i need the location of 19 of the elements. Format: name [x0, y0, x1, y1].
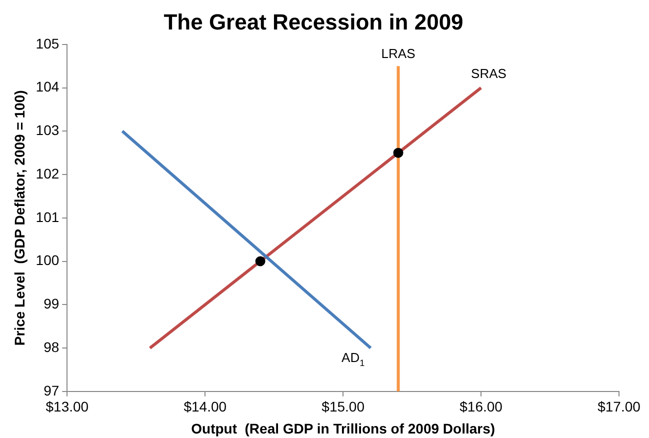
y-tick-label: 98	[44, 338, 60, 355]
x-tick-label: $14.00	[184, 398, 227, 415]
y-tick-label: 99	[44, 296, 60, 312]
chart-title: The Great Recession in 2009	[164, 9, 464, 34]
y-tick-label: 100	[36, 252, 60, 268]
series-label: SRAS	[471, 66, 507, 81]
x-tick-label: $13.00	[46, 398, 89, 415]
y-tick-label: 101	[36, 208, 60, 225]
x-axis-title: Output (Real GDP in Trillions of 2009 Dollars)	[191, 420, 496, 436]
x-tick-label: $15.00	[322, 398, 365, 415]
y-tick-label: 105	[36, 35, 60, 52]
x-tick-label: $17.00	[598, 398, 641, 415]
y-tick-label: 102	[36, 165, 60, 182]
series-label: LRAS	[381, 46, 416, 62]
y-tick-label: 104	[36, 78, 60, 95]
y-tick-label: 103	[36, 122, 60, 138]
y-tick-label: 97	[44, 382, 60, 398]
x-tick-label: $16.00	[460, 398, 503, 415]
y-axis-title: Price Level (GDP Deflator, 2009 = 100)	[11, 90, 28, 346]
